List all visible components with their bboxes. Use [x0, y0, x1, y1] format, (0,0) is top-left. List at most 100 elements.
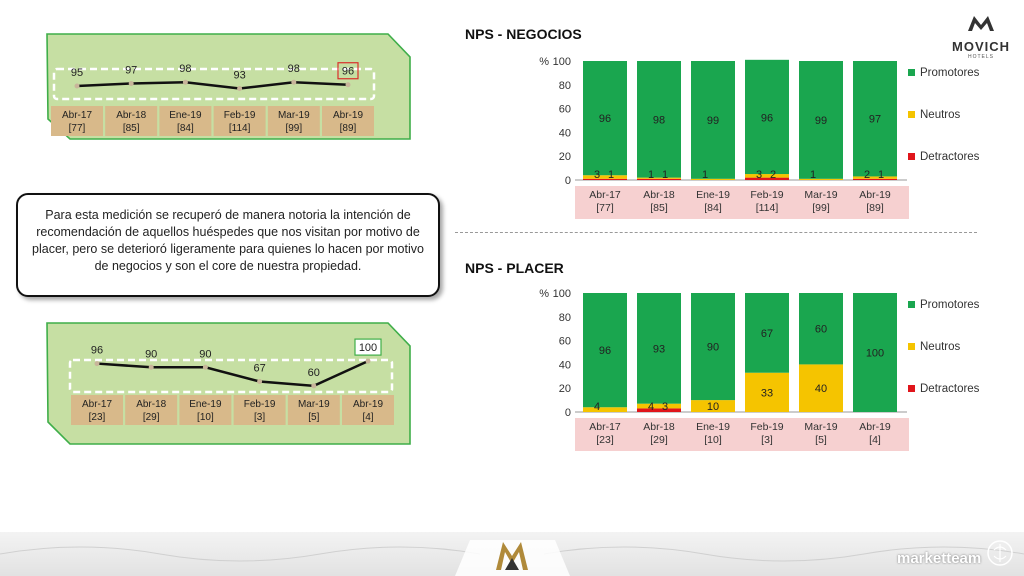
promotores-value-label: 90 [707, 342, 719, 354]
promotores-bar [853, 61, 897, 177]
category-tile [342, 395, 394, 425]
trend-point [311, 383, 317, 389]
promotores-value-label: 98 [653, 114, 665, 126]
base-label: [77] [69, 123, 86, 134]
neutros-value-label: 1 [810, 169, 816, 181]
trend-value-label: 95 [71, 67, 83, 79]
trend-value-label: 97 [125, 64, 137, 76]
y-tick-label: 20 [559, 151, 571, 163]
trend-point [345, 82, 351, 88]
x-base-label: [5] [815, 434, 827, 446]
category-label: Ene-19 [169, 110, 202, 121]
category-label: Abr-18 [136, 399, 166, 410]
promotores-bar [799, 293, 843, 365]
trend-value-label: 90 [145, 348, 157, 360]
legend-label: Neutros [920, 341, 961, 353]
trend-value-label: 93 [233, 70, 245, 82]
neutros-bar [691, 178, 735, 180]
negocios-trend-chart: 95 97 98 93 98 96 Abr-17 [77] Abr-18 [85] Ene-19 [8… [51, 62, 376, 136]
promotores-value-label: 99 [707, 115, 719, 127]
promotores-value-label: 96 [599, 113, 611, 125]
trend-point [237, 86, 243, 92]
x-base-label: [4] [869, 434, 881, 446]
neutros-bar [691, 400, 735, 412]
promotores-bar [637, 293, 681, 404]
category-label: Feb-19 [244, 399, 276, 410]
neutros-bar [745, 372, 789, 412]
neutros-bar [799, 364, 843, 412]
x-category-label: Abr-19 [859, 421, 891, 433]
x-base-label: [114] [756, 202, 779, 214]
detractores-bar [637, 408, 681, 412]
base-label: [89] [340, 123, 357, 134]
category-tile [71, 395, 123, 425]
legend-swatch [908, 301, 915, 308]
y-tick-label: 100 [553, 288, 571, 300]
y-tick-label: 0 [565, 407, 571, 419]
movich-footer-icon [496, 542, 528, 570]
detractores-value-label: 1 [878, 169, 884, 181]
legend-label: Promotores [920, 67, 980, 79]
y-tick-label: 40 [559, 359, 571, 371]
x-category-label: Mar-19 [804, 189, 837, 201]
trend-point [94, 361, 100, 367]
x-base-label: [99] [812, 202, 830, 214]
trend-line [76, 80, 349, 90]
trend-value-label: 96 [91, 345, 103, 357]
x-base-label: [77] [596, 202, 614, 214]
category-tile [105, 106, 158, 136]
trend-point [202, 364, 208, 370]
trend-point [182, 79, 188, 85]
base-label: [114] [229, 123, 251, 134]
category-label: Mar-19 [298, 399, 330, 410]
x-category-label: Feb-19 [750, 421, 783, 433]
x-base-label: [23] [596, 434, 614, 446]
promotores-value-label: 96 [599, 345, 611, 357]
promotores-value-label: 67 [761, 328, 773, 340]
negocios-title: NPS - NEGOCIOS [465, 26, 582, 42]
promotores-value-label: 97 [869, 114, 881, 126]
trend-point [291, 79, 297, 85]
x-base-label: [84] [704, 202, 722, 214]
legend-label: Detractores [920, 383, 980, 395]
category-label: Ene-19 [189, 399, 222, 410]
promotores-bar [853, 293, 897, 412]
category-label: Abr-19 [333, 110, 363, 121]
promotores-bar [691, 293, 735, 401]
neutros-value-label: 1 [648, 169, 654, 181]
neutros-bar [583, 175, 627, 179]
y-tick-label: 60 [559, 336, 571, 348]
promotores-value-label: 99 [815, 115, 827, 127]
section-divider [455, 232, 977, 233]
base-label: [29] [143, 412, 160, 423]
promotores-bar [583, 61, 627, 176]
legend-swatch [908, 343, 915, 350]
neutros-value-label: 4 [594, 401, 600, 413]
category-tile [267, 106, 320, 136]
y-tick-label: 80 [559, 80, 571, 92]
promotores-value-label: 96 [761, 113, 773, 125]
trend-value-label: 90 [199, 348, 211, 360]
category-tile [233, 395, 286, 425]
promotores-bar [583, 293, 627, 408]
neutros-value-label: 2 [864, 169, 870, 181]
y-tick-label: 100 [553, 56, 571, 68]
movich-m-icon [968, 16, 994, 31]
promotores-bar [745, 293, 789, 373]
trend-value-label: 98 [179, 63, 191, 75]
base-label: [99] [285, 123, 302, 134]
neutros-bar [853, 176, 897, 179]
x-category-label: Abr-18 [643, 421, 675, 433]
category-tile [179, 395, 232, 425]
category-tile [125, 395, 178, 425]
y-tick-label: 60 [559, 104, 571, 116]
axis-band [575, 418, 909, 451]
promotores-bar [799, 61, 843, 179]
x-base-label: [89] [866, 202, 884, 214]
base-label: [5] [308, 412, 319, 423]
negocios-trend-card: 95 97 98 93 98 96 Abr-17 [77] Abr-18 [85] Ene-19 [8… [46, 33, 411, 140]
neutros-value-label: 40 [815, 383, 827, 395]
x-base-label: [10] [704, 434, 722, 446]
x-category-label: Abr-19 [859, 189, 891, 201]
